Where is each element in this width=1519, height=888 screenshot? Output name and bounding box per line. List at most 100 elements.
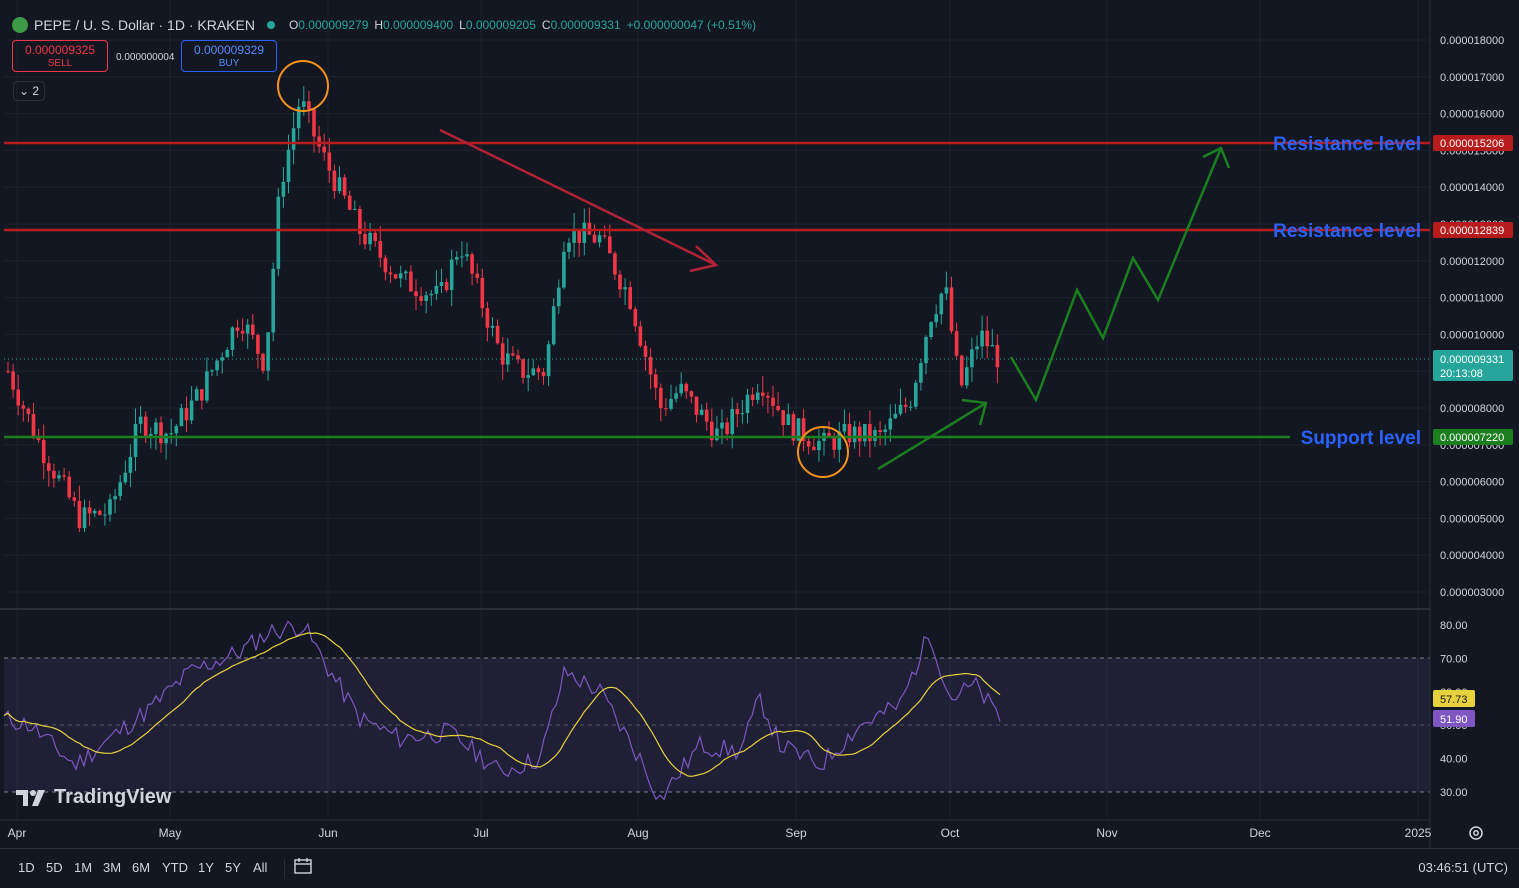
- candle-body: [485, 308, 490, 328]
- candle-body: [174, 426, 179, 434]
- candle-body: [143, 416, 148, 438]
- candle-body: [342, 177, 347, 196]
- candle-body: [949, 287, 954, 332]
- candle-body: [6, 371, 10, 373]
- level-label: Resistance level: [1273, 134, 1421, 155]
- candle-body: [704, 409, 709, 422]
- price-axis-label: 0.000008000: [1440, 403, 1504, 415]
- candle-body: [694, 396, 699, 415]
- sell-button[interactable]: 0.000009325 SELL: [12, 40, 108, 72]
- candle-body: [398, 273, 403, 279]
- time-axis-label: 2025: [1405, 826, 1432, 840]
- toolbar-divider: [284, 859, 285, 879]
- indicators-toggle-button[interactable]: ⌄ 2: [13, 81, 45, 101]
- candle-body: [623, 287, 627, 290]
- timeframe-5d[interactable]: 5D: [46, 860, 63, 875]
- candle-body: [296, 106, 301, 129]
- candle-body: [240, 330, 245, 334]
- level-price-tag: [1433, 222, 1513, 238]
- timeframe-1d[interactable]: 1D: [18, 860, 35, 875]
- candle-body: [317, 136, 321, 147]
- bullish-support-arrow[interactable]: [877, 398, 988, 471]
- time-axis-label: Nov: [1096, 826, 1117, 840]
- high-value: 0.000009400: [383, 18, 454, 32]
- timeframe-all[interactable]: All: [253, 860, 268, 875]
- symbol-header: PEPE / U. S. Dollar · 1D · KRAKEN O 0.000…: [12, 15, 756, 35]
- open-label: O: [288, 18, 299, 32]
- candle-body: [725, 422, 729, 434]
- bar-countdown: 20:13:08: [1440, 368, 1483, 380]
- candle-body: [261, 353, 265, 371]
- timeframe-3m[interactable]: 3M: [103, 860, 122, 875]
- timeframe-1m[interactable]: 1M: [74, 860, 93, 875]
- candle-body: [939, 293, 944, 315]
- level-price-value: 0.000007220: [1440, 432, 1504, 444]
- sell-price: 0.000009325: [24, 43, 96, 57]
- candle-body: [562, 251, 566, 288]
- rsi-axis-label: 80.00: [1440, 620, 1468, 632]
- candle-body: [500, 343, 505, 365]
- timeframe-ytd[interactable]: YTD: [162, 860, 188, 875]
- calendar-range-icon[interactable]: [293, 857, 313, 875]
- candle-body: [291, 128, 296, 150]
- candle-body: [128, 456, 133, 473]
- chart-canvas[interactable]: 0.000018000 0.000017000 0.000016000 0.00001…: [0, 0, 1519, 848]
- candle-body: [735, 409, 740, 415]
- price-axis-label: 0.000010000: [1440, 329, 1504, 341]
- high-label: H: [374, 18, 384, 32]
- utc-clock[interactable]: 03:46:51 (UTC): [1418, 860, 1508, 875]
- level-labels: Resistance level 0.000015206 Resistance le…: [1273, 134, 1513, 449]
- buy-button[interactable]: 0.000009329 BUY: [181, 40, 277, 72]
- tradingview-logo-icon: [16, 789, 45, 806]
- candle-body: [536, 368, 541, 373]
- candle-body: [679, 383, 683, 394]
- candle-body: [307, 101, 311, 110]
- candle-body: [52, 470, 56, 479]
- candle-body: [755, 392, 760, 400]
- candle-body: [118, 482, 122, 497]
- candle-body: [638, 326, 643, 346]
- top-highlight-circle[interactable]: [277, 60, 329, 112]
- timeframe-5y[interactable]: 5Y: [225, 860, 241, 875]
- candle-body: [414, 291, 418, 297]
- candle-body: [781, 410, 785, 425]
- buy-price: 0.000009329: [193, 43, 265, 57]
- buy-label: BUY: [218, 58, 240, 69]
- candle-body: [62, 475, 66, 477]
- candle-body: [429, 293, 434, 296]
- candle-body: [77, 500, 82, 529]
- candle-body: [439, 281, 444, 286]
- settings-gear-icon[interactable]: [1467, 824, 1485, 842]
- projected-path-arrow[interactable]: [1009, 146, 1231, 403]
- candle-body: [669, 398, 673, 409]
- candle-body: [842, 423, 847, 432]
- candle-body: [812, 446, 816, 451]
- level-price-value: 0.000015206: [1440, 138, 1504, 150]
- candle-body: [863, 423, 867, 442]
- bearish-trend-arrow[interactable]: [439, 128, 719, 273]
- low-value: 0.000009205: [465, 18, 536, 32]
- time-axis[interactable]: Apr May Jun Jul Aug Sep Oct Nov Dec 2025: [8, 826, 1432, 840]
- candle-body: [975, 346, 979, 350]
- candle-body: [628, 287, 632, 309]
- rsi-ma-value: 57.73: [1440, 694, 1468, 706]
- timeframe-6m[interactable]: 6M: [132, 860, 151, 875]
- pepe-coin-icon: [12, 17, 28, 33]
- candle-body: [251, 324, 255, 335]
- candle-body: [873, 430, 877, 441]
- candle-body: [659, 387, 663, 409]
- candle-body: [796, 418, 801, 441]
- candle-body: [511, 353, 515, 356]
- candle-body: [21, 405, 26, 409]
- candle-body: [230, 327, 235, 350]
- bottom-toolbar: 1D 5D 1M 3M 6M YTD 1Y 5Y All 03:46:51 (U…: [0, 848, 1519, 888]
- timeframe-1y[interactable]: 1Y: [198, 860, 214, 875]
- candle-body: [393, 274, 398, 279]
- candle-body: [404, 271, 408, 274]
- bottom-highlight-circle[interactable]: [797, 426, 849, 478]
- candle-body: [465, 254, 469, 257]
- candle-body: [312, 109, 316, 137]
- candle-body: [57, 475, 61, 479]
- time-axis-label: Apr: [8, 826, 27, 840]
- symbol-title[interactable]: PEPE / U. S. Dollar · 1D · KRAKEN: [34, 17, 255, 33]
